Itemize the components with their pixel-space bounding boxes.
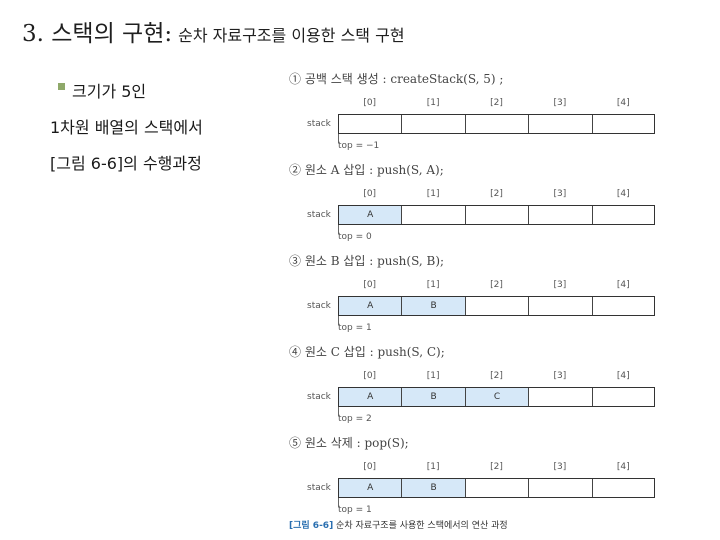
- array-cell: A: [339, 206, 403, 224]
- left-text-line3: [그림 6-6]의 수행과정: [50, 154, 202, 173]
- stack-label: stack: [307, 483, 331, 493]
- array-cell: C: [465, 388, 530, 406]
- top-pointer-line: [338, 225, 339, 234]
- array-cell: A: [339, 388, 403, 406]
- top-pointer-line: [338, 498, 339, 507]
- array-index: [0]: [363, 280, 377, 290]
- top-pointer-label: top = 1: [338, 505, 372, 515]
- array-cell: [529, 297, 593, 315]
- array-index: [4]: [616, 98, 630, 108]
- array-cell: [593, 388, 656, 406]
- array-index: [1]: [426, 98, 440, 108]
- top-pointer-label: top = 0: [338, 232, 372, 242]
- top-pointer-label: top = −1: [338, 141, 380, 151]
- array-index: [4]: [616, 280, 630, 290]
- index-row: [0] [1] [2] [3] [4]: [338, 462, 655, 474]
- array-cell: B: [402, 297, 466, 315]
- array-cell: [466, 479, 530, 497]
- array-cell: B: [402, 388, 466, 406]
- array-cell: [339, 115, 403, 133]
- top-pointer-line: [338, 407, 339, 416]
- top-pointer-line: [338, 134, 339, 143]
- title-main: 3. 스택의 구현:: [22, 21, 173, 47]
- array-cell: [402, 115, 466, 133]
- array-index: [0]: [363, 189, 377, 199]
- array-cell: [529, 115, 593, 133]
- array-index: [2]: [490, 189, 503, 199]
- array-cell: [593, 206, 656, 224]
- array-index: [2]: [490, 98, 503, 108]
- stack-label: stack: [307, 119, 331, 129]
- array-index: [3]: [553, 189, 567, 199]
- caption-text: 순차 자료구조를 사용한 스택에서의 연산 과정: [333, 521, 508, 531]
- top-pointer-line: [338, 316, 339, 325]
- figure-caption: [그림 6-6] 순차 자료구조를 사용한 스택에서의 연산 과정: [289, 518, 508, 531]
- stack-label: stack: [307, 392, 331, 402]
- index-row: [0] [1] [2] [3] [4]: [338, 98, 655, 110]
- array-cell: [593, 297, 656, 315]
- array-index: [3]: [553, 280, 567, 290]
- array-index: [1]: [426, 462, 440, 472]
- array-cell: [466, 115, 530, 133]
- caption-tag: [그림 6-6]: [289, 521, 334, 531]
- array-cell: A: [339, 297, 403, 315]
- slide-title: 3. 스택의 구현: 순차 자료구조를 이용한 스택 구현: [22, 14, 405, 48]
- array-index: [2]: [490, 462, 503, 472]
- bullet-marker: [58, 83, 65, 90]
- array-index: [1]: [426, 280, 440, 290]
- array-index: [0]: [363, 371, 377, 381]
- array-index: [3]: [553, 462, 567, 472]
- array-index: [0]: [363, 462, 377, 472]
- array-cell: [529, 479, 593, 497]
- array-index: [1]: [426, 371, 440, 381]
- step-title: ② 원소 A 삽입 : push(S, A);: [289, 163, 444, 177]
- stack-array: A: [338, 205, 655, 225]
- top-pointer-label: top = 2: [338, 414, 372, 424]
- step-title: ④ 원소 C 삽입 : push(S, C);: [289, 345, 445, 359]
- index-row: [0] [1] [2] [3] [4]: [338, 189, 655, 201]
- left-text-line1: 크기가 5인: [72, 82, 147, 101]
- array-cell: A: [339, 479, 403, 497]
- array-cell: B: [402, 479, 466, 497]
- index-row: [0] [1] [2] [3] [4]: [338, 371, 655, 383]
- step-title: ⑤ 원소 삭제 : pop(S);: [289, 436, 409, 450]
- stack-figure: ① 공백 스택 생성 : createStack(S, 5) ; [0] [1] [2…: [283, 68, 663, 538]
- stack-label: stack: [307, 301, 331, 311]
- array-cell: [529, 388, 593, 406]
- array-cell: [593, 115, 656, 133]
- array-cell: [529, 206, 593, 224]
- stack-array: [338, 114, 655, 134]
- array-index: [0]: [363, 98, 377, 108]
- left-text-line2: 1차원 배열의 스택에서: [50, 118, 203, 137]
- array-cell: [593, 479, 656, 497]
- array-index: [4]: [616, 462, 630, 472]
- array-cell: [466, 297, 530, 315]
- array-index: [1]: [426, 189, 440, 199]
- array-index: [2]: [490, 371, 503, 381]
- step-title: ① 공백 스택 생성 : createStack(S, 5) ;: [289, 72, 504, 86]
- array-index: [3]: [553, 371, 567, 381]
- array-index: [4]: [616, 189, 630, 199]
- array-index: [3]: [553, 98, 567, 108]
- stack-label: stack: [307, 210, 331, 220]
- array-index: [2]: [490, 280, 503, 290]
- array-cell: [402, 206, 466, 224]
- title-sub: 순차 자료구조를 이용한 스택 구현: [178, 26, 405, 45]
- array-index: [4]: [616, 371, 630, 381]
- top-pointer-label: top = 1: [338, 323, 372, 333]
- step-title: ③ 원소 B 삽입 : push(S, B);: [289, 254, 445, 268]
- array-cell: [466, 206, 530, 224]
- index-row: [0] [1] [2] [3] [4]: [338, 280, 655, 292]
